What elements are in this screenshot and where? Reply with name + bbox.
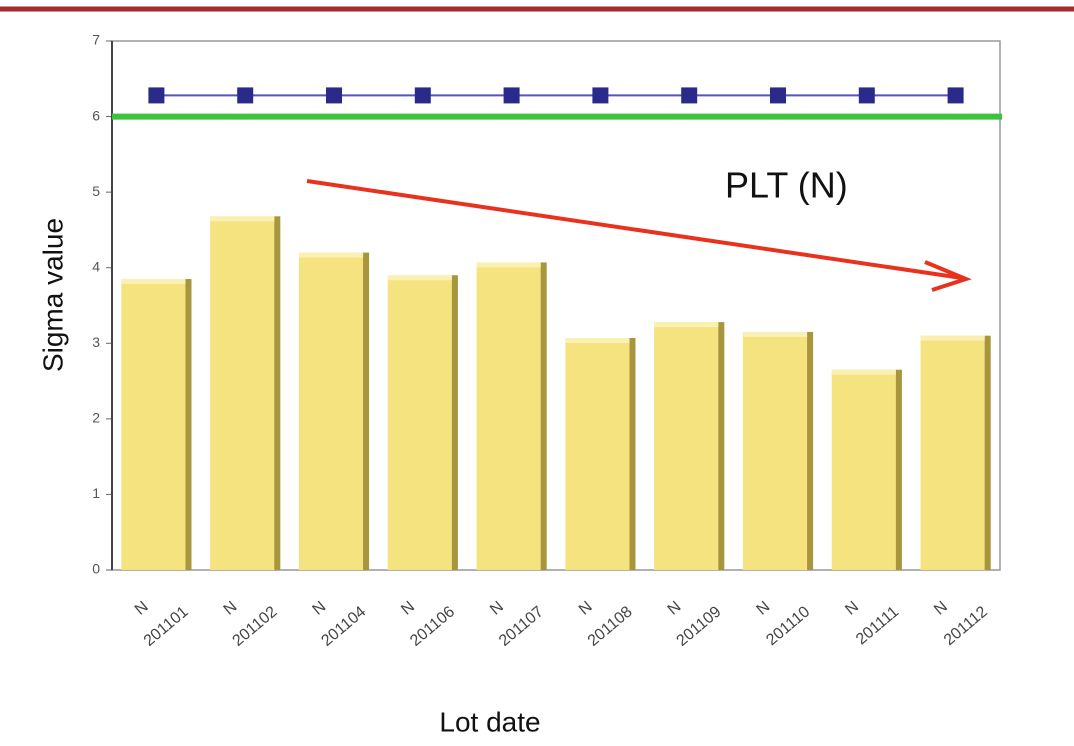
bar bbox=[565, 337, 636, 570]
y-tick-label: 2 bbox=[92, 410, 100, 426]
line-marker bbox=[592, 87, 609, 104]
bar-side bbox=[185, 279, 192, 570]
line-marker bbox=[681, 87, 698, 104]
line-marker bbox=[503, 87, 520, 104]
bar-top bbox=[210, 216, 275, 222]
bar bbox=[654, 322, 725, 570]
y-tick-label: 7 bbox=[92, 32, 100, 48]
bar-side bbox=[363, 252, 370, 570]
bar-top bbox=[476, 262, 541, 268]
y-tick-label: 0 bbox=[92, 561, 100, 577]
bar bbox=[387, 275, 458, 570]
annotation: PLT (N) bbox=[725, 165, 848, 206]
line-marker bbox=[326, 87, 342, 104]
line-marker bbox=[148, 87, 165, 104]
bar-top bbox=[387, 275, 452, 281]
bar bbox=[920, 335, 991, 570]
line-marker bbox=[770, 87, 786, 104]
bar-top bbox=[298, 252, 364, 258]
trend-arrowhead bbox=[924, 260, 972, 292]
y-tick-label: 5 bbox=[92, 183, 100, 199]
y-tick-label: 3 bbox=[92, 334, 100, 350]
line-marker bbox=[858, 87, 875, 104]
bar-top bbox=[654, 322, 719, 328]
bar bbox=[210, 216, 281, 570]
bar bbox=[121, 279, 192, 570]
bar bbox=[742, 331, 814, 570]
bar bbox=[476, 262, 547, 570]
line-marker bbox=[947, 87, 964, 104]
bar-top bbox=[565, 337, 630, 343]
line-marker bbox=[237, 87, 254, 104]
bar-side bbox=[274, 216, 281, 570]
bar-side bbox=[718, 322, 725, 570]
y-tick-label: 6 bbox=[92, 107, 100, 123]
bar-top bbox=[831, 369, 896, 375]
bar-side bbox=[540, 262, 547, 570]
bar-side bbox=[451, 275, 458, 570]
bar-top bbox=[742, 331, 808, 337]
bar-side bbox=[984, 335, 991, 570]
trend-arrow bbox=[306, 179, 963, 280]
bar-side bbox=[895, 369, 902, 570]
bar-side bbox=[629, 337, 636, 570]
line-marker bbox=[414, 87, 431, 104]
bar bbox=[831, 369, 902, 570]
bar-top bbox=[121, 279, 186, 285]
y-axis-label: Sigma value bbox=[37, 218, 68, 372]
y-tick-label: 1 bbox=[92, 485, 100, 501]
y-tick-label: 4 bbox=[92, 258, 100, 274]
bar bbox=[298, 252, 370, 570]
bar-top bbox=[920, 335, 985, 341]
x-axis-label: Lot date bbox=[439, 706, 540, 737]
bar-side bbox=[807, 331, 814, 570]
